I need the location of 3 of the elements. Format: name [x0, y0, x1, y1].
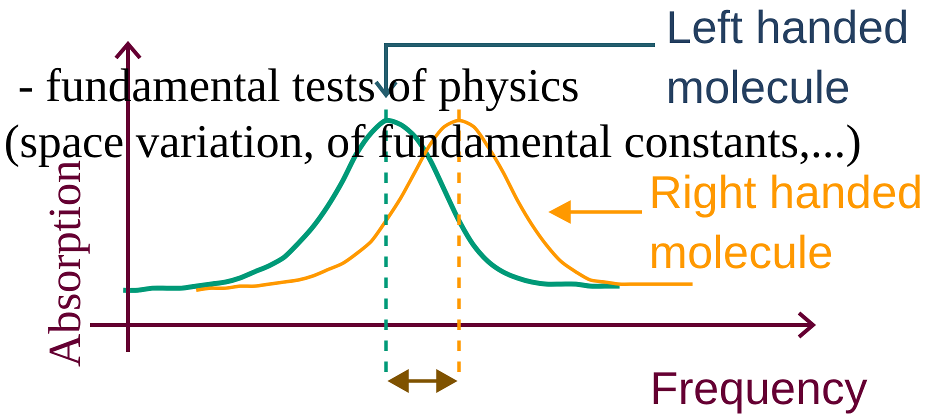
text: Left handed molecule — [666, 1, 910, 113]
x-axis-title: Frequency — [650, 362, 868, 414]
annotation: Right handed molecule — [649, 166, 923, 278]
